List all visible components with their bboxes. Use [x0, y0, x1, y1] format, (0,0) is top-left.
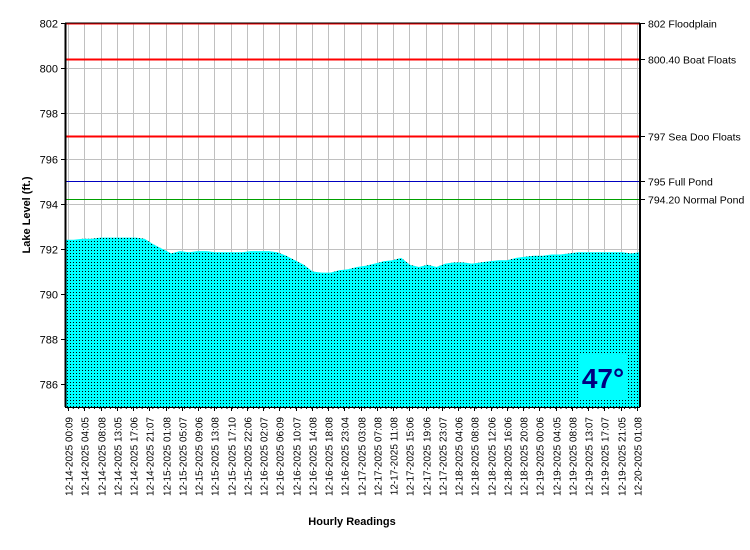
x-tick-label: 12-18-2025 16:06: [504, 417, 515, 496]
y-tick-label: 794: [40, 200, 58, 212]
x-tick-label: 12-15-2025 01:08: [163, 417, 174, 496]
y-tick-label: 792: [40, 245, 58, 257]
reference-label: 794.20 Normal Pond: [648, 195, 744, 207]
x-tick-label: 12-16-2025 06:09: [276, 417, 287, 496]
x-tick-label: 12-16-2025 10:07: [293, 417, 304, 496]
temperature-annotation: 47°: [578, 355, 628, 398]
x-tick-label: 12-19-2025 21:05: [618, 417, 629, 496]
x-tick-label: 12-16-2025 02:07: [260, 417, 271, 496]
x-tick-label: 12-14-2025 00:09: [65, 417, 76, 496]
x-tick-label: 12-17-2025 19:06: [423, 417, 434, 496]
x-tick-label: 12-15-2025 17:10: [228, 417, 239, 496]
x-tick-label: 12-14-2025 13:05: [114, 417, 125, 496]
x-tick-label: 12-15-2025 09:06: [195, 417, 206, 496]
x-tick-label: 12-18-2025 08:08: [471, 417, 482, 496]
temperature-box: [578, 355, 628, 398]
x-tick-label: 12-16-2025 18:08: [325, 417, 336, 496]
x-tick-label: 12-14-2025 08:08: [98, 417, 109, 496]
x-tick-label: 12-18-2025 20:08: [520, 417, 531, 496]
reference-label: 797 Sea Doo Floats: [648, 132, 741, 144]
reference-label: 802 Floodplain: [648, 19, 717, 31]
y-tick-label: 800: [40, 64, 58, 76]
x-tick-label: 12-19-2025 00:06: [536, 417, 547, 496]
y-tick-label: 786: [40, 380, 58, 392]
x-tick-label: 12-14-2025 21:07: [146, 417, 157, 496]
x-tick-label: 12-14-2025 04:05: [81, 417, 92, 496]
lake-level-area: [65, 237, 640, 407]
x-tick-label: 12-20-2025 01:08: [634, 417, 645, 496]
y-axis-title: Lake Level (ft.): [21, 176, 33, 253]
temperature-label: 47°: [582, 363, 624, 394]
y-tick-label: 796: [40, 155, 58, 167]
x-tick-label: 12-14-2025 17:06: [130, 417, 141, 496]
x-tick-label: 12-15-2025 22:06: [244, 417, 255, 496]
x-tick-label: 12-19-2025 08:08: [569, 417, 580, 496]
x-tick-label: 12-16-2025 23:04: [341, 417, 352, 496]
y-tick-label: 802: [40, 19, 58, 31]
x-tick-label: 12-18-2025 12:06: [488, 417, 499, 496]
x-tick-label: 12-17-2025 11:08: [390, 417, 401, 496]
x-axis-title: Hourly Readings: [308, 516, 395, 528]
reference-label: 800.40 Boat Floats: [648, 55, 736, 67]
x-tick-label: 12-18-2025 04:06: [455, 417, 466, 496]
x-tick-label: 12-19-2025 04:05: [553, 417, 564, 496]
x-tick-label: 12-17-2025 03:08: [358, 417, 369, 496]
x-tick-label: 12-17-2025 07:08: [374, 417, 385, 496]
x-tick-label: 12-17-2025 23:07: [439, 417, 450, 496]
x-tick-label: 12-19-2025 13:07: [585, 417, 596, 496]
x-tick-label: 12-16-2025 14:08: [309, 417, 320, 496]
x-tick-label: 12-17-2025 15:06: [406, 417, 417, 496]
axes: 786 788 790 792 794 796 798 800 802 12-14-2025 00…: [40, 19, 645, 496]
y-tick-label: 790: [40, 290, 58, 302]
x-tick-label: 12-15-2025 13:08: [211, 417, 222, 496]
reference-label: 795 Full Pond: [648, 177, 713, 189]
y-tick-label: 788: [40, 335, 58, 347]
y-tick-label: 798: [40, 109, 58, 121]
x-tick-label: 12-19-2025 17:07: [601, 417, 612, 496]
x-tick-label: 12-15-2025 05:07: [179, 417, 190, 496]
